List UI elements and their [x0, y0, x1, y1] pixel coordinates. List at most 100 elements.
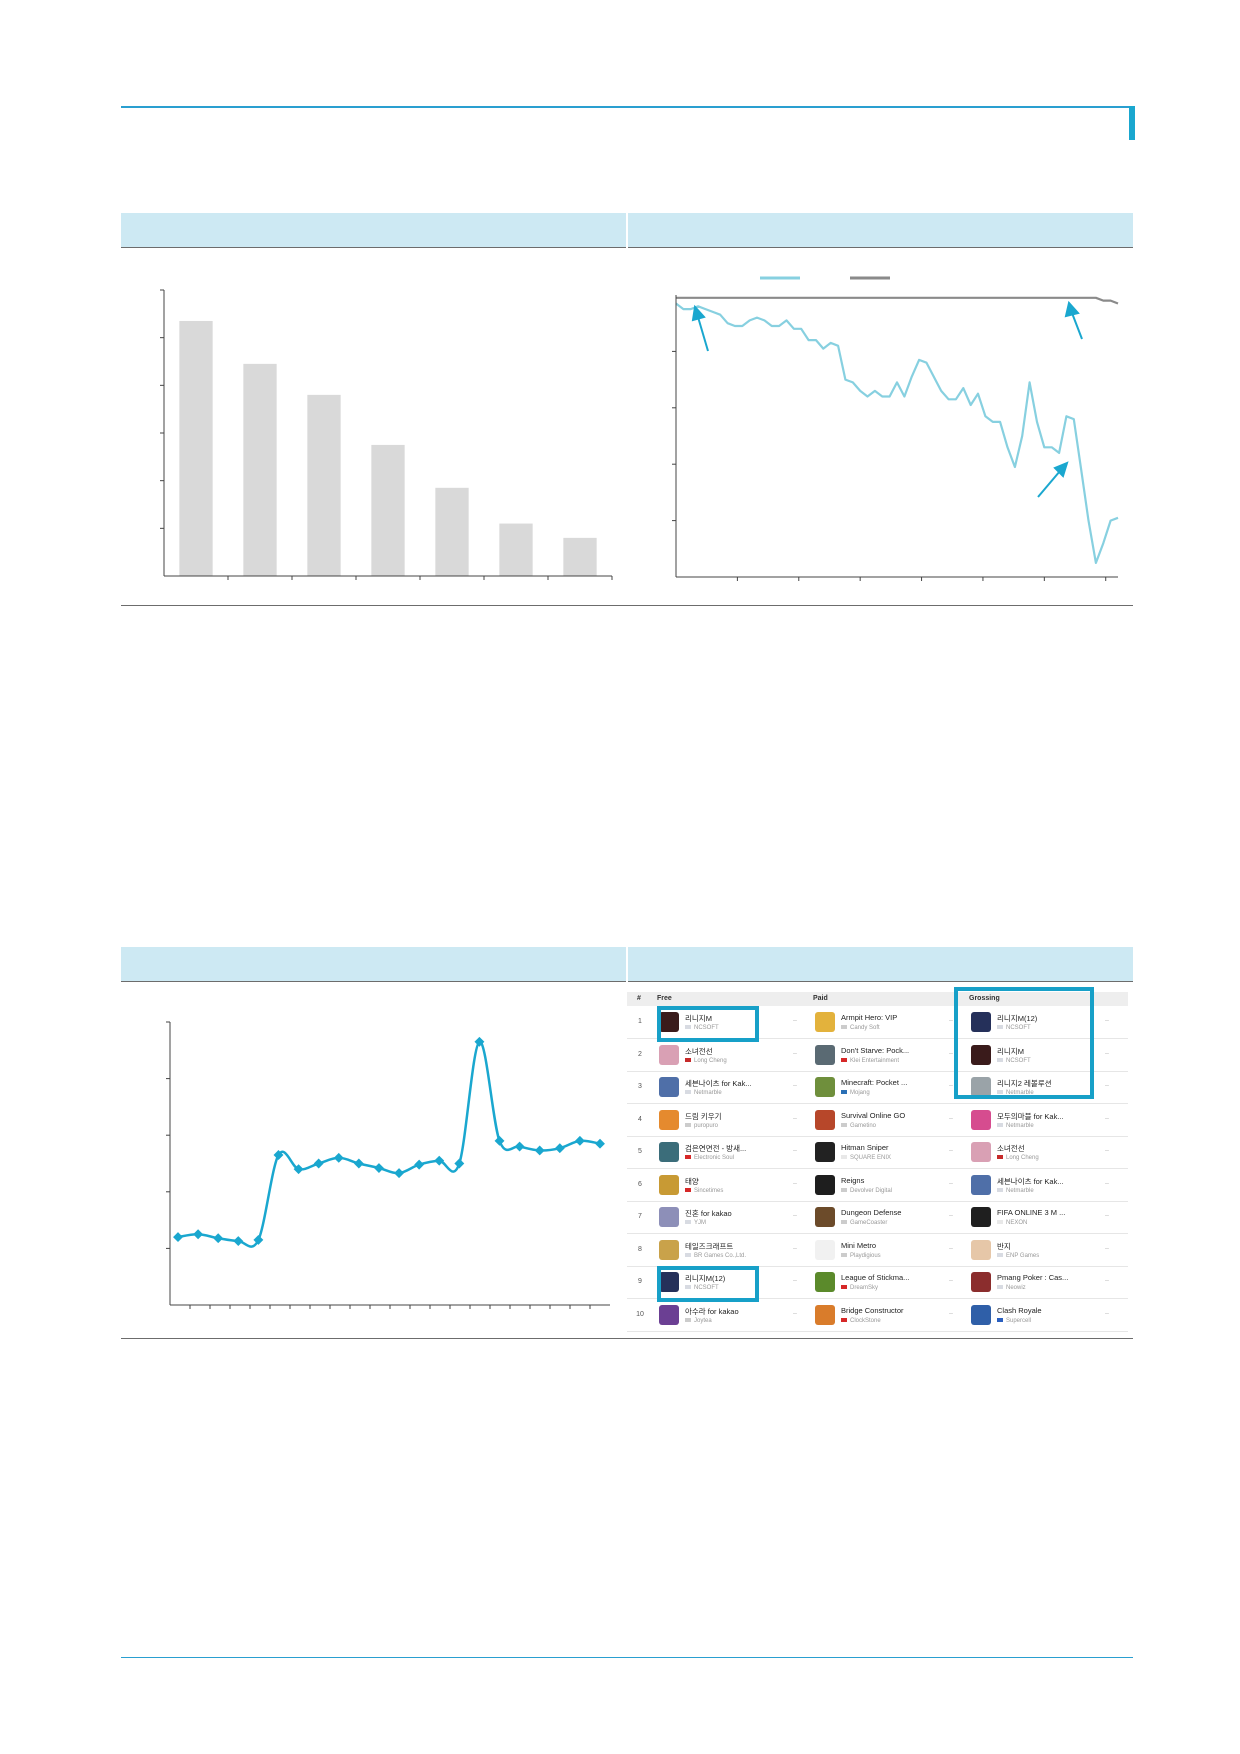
app-icon[interactable] [971, 1272, 991, 1292]
app-icon[interactable] [971, 1304, 991, 1325]
app-icon[interactable] [815, 1272, 835, 1292]
app-entry-grossing[interactable]: 리니지2 레볼루션 Netmarble – [967, 1071, 1123, 1103]
app-entry-grossing[interactable]: 소녀전선 Long Cheng – [967, 1136, 1123, 1168]
app-name[interactable]: 태양 [685, 1176, 699, 1186]
app-icon[interactable] [659, 1207, 679, 1227]
app-name[interactable]: Survival Online GO [841, 1110, 906, 1120]
app-icon[interactable] [971, 1077, 991, 1097]
app-name[interactable]: 모두의마블 for Kak... [997, 1111, 1064, 1121]
app-icon[interactable] [659, 1142, 679, 1162]
rank-number: 4 [638, 1115, 642, 1123]
app-icon[interactable] [971, 1012, 991, 1032]
app-entry-free[interactable]: 세븐나이츠 for Kak... Netmarble – [655, 1071, 811, 1103]
app-icon[interactable] [971, 1239, 991, 1260]
app-name[interactable]: Reigns [841, 1175, 865, 1185]
app-name[interactable]: 리니지M(12) [997, 1014, 1038, 1023]
app-icon[interactable] [971, 1109, 991, 1130]
app-entry-paid[interactable]: Minecraft: Pocket ... Mojang – [811, 1071, 967, 1103]
app-icon[interactable] [659, 1077, 679, 1097]
app-icon[interactable] [815, 1207, 835, 1227]
app-icon[interactable] [815, 1044, 835, 1065]
app-name[interactable]: 진혼 for kakao [685, 1209, 732, 1218]
app-entry-grossing[interactable]: 리니지M NCSOFT – [967, 1039, 1123, 1071]
app-entry-grossing[interactable]: Pmang Poker : Cas... Neowiz – [967, 1266, 1123, 1298]
app-icon[interactable] [659, 1109, 679, 1130]
app-name[interactable]: 소녀전선 [997, 1144, 1025, 1153]
app-icon[interactable] [815, 1012, 835, 1032]
app-entry-paid[interactable]: Reigns Devolver Digital – [811, 1169, 967, 1201]
rank-change-indicator: – [1105, 1309, 1109, 1317]
app-entry-grossing[interactable]: Clash Royale Supercell – [967, 1299, 1123, 1331]
app-entry-paid[interactable]: Don't Starve: Pock... Klei Entertainment – [811, 1039, 967, 1071]
app-name[interactable]: Dungeon Defense [841, 1208, 902, 1217]
app-icon[interactable] [659, 1012, 679, 1032]
app-name[interactable]: 드림 키우기 [685, 1111, 722, 1121]
app-entry-paid[interactable]: Hitman Sniper SQUARE ENIX – [811, 1136, 967, 1168]
app-name[interactable]: Clash Royale [997, 1305, 1042, 1315]
app-name[interactable]: 세븐나이츠 for Kak... [997, 1176, 1064, 1186]
rank-change-indicator: – [793, 1082, 797, 1089]
app-icon[interactable] [815, 1174, 835, 1195]
app-icon[interactable] [659, 1272, 679, 1292]
app-icon[interactable] [659, 1304, 679, 1325]
app-name[interactable]: Armpit Hero: VIP [841, 1013, 898, 1022]
app-name[interactable]: Mini Metro [841, 1240, 877, 1250]
app-icon[interactable] [971, 1044, 991, 1065]
app-name[interactable]: Don't Starve: Pock... [841, 1045, 910, 1055]
app-name[interactable]: 테일즈크래프트 [685, 1241, 734, 1251]
app-icon[interactable] [815, 1304, 835, 1325]
app-entry-paid[interactable]: Bridge Constructor ClockStone – [811, 1299, 967, 1331]
app-entry-free[interactable]: 진혼 for kakao YJM – [655, 1201, 811, 1233]
app-entry-paid[interactable]: Mini Metro Playdigious – [811, 1234, 967, 1266]
app-entry-free[interactable]: 리니지M NCSOFT – [655, 1006, 811, 1038]
app-entry-free[interactable]: 테일즈크래프트 BR Games Co.,Ltd. – [655, 1234, 811, 1266]
app-entry-free[interactable]: 드림 키우기 puropuro – [655, 1104, 811, 1136]
app-entry-paid[interactable]: League of Stickma... DreamSky – [811, 1266, 967, 1298]
app-entry-grossing[interactable]: 모두의마블 for Kak... Netmarble – [967, 1104, 1123, 1136]
app-name[interactable]: Bridge Constructor [841, 1305, 904, 1315]
app-name[interactable]: Minecraft: Pocket ... [841, 1078, 908, 1087]
app-entry-paid[interactable]: Dungeon Defense GameCoaster – [811, 1201, 967, 1233]
app-entry-paid[interactable]: Survival Online GO Gametino – [811, 1104, 967, 1136]
app-entry-paid[interactable]: Armpit Hero: VIP Candy Soft – [811, 1006, 967, 1038]
app-name[interactable]: League of Stickma... [841, 1273, 910, 1282]
panel-divider-top [626, 213, 628, 606]
app-entry-free[interactable]: 태양 Sincetimes – [655, 1169, 811, 1201]
app-entry-grossing[interactable]: 세븐나이츠 for Kak... Netmarble – [967, 1169, 1123, 1201]
app-name[interactable]: 소녀전선 [685, 1046, 713, 1056]
app-name[interactable]: FIFA ONLINE 3 M ... [997, 1208, 1066, 1217]
app-name[interactable]: 아수라 for kakao [685, 1306, 739, 1316]
app-developer: NCSOFT [685, 1285, 719, 1291]
app-name[interactable]: 리니지2 레볼루션 [997, 1079, 1052, 1088]
app-icon[interactable] [815, 1109, 835, 1130]
app-entry-free[interactable]: 검은연면전 - 방새... Electronic Soul – [655, 1136, 811, 1168]
app-entry-grossing[interactable]: FIFA ONLINE 3 M ... NEXON – [967, 1201, 1123, 1233]
app-name[interactable]: 세븐나이츠 for Kak... [685, 1079, 752, 1088]
app-icon[interactable] [971, 1142, 991, 1162]
app-name[interactable]: Hitman Sniper [841, 1143, 889, 1152]
app-icon[interactable] [971, 1207, 991, 1227]
app-name[interactable]: 반지 [997, 1241, 1011, 1251]
app-entry-free[interactable]: 소녀전선 Long Cheng – [655, 1039, 811, 1071]
app-icon[interactable] [815, 1239, 835, 1260]
app-developer: Netmarble [997, 1188, 1034, 1194]
app-name[interactable]: 검은연면전 - 방새... [685, 1144, 747, 1153]
app-icon[interactable] [815, 1077, 835, 1097]
app-name[interactable]: 리니지M [685, 1014, 712, 1023]
app-entry-free[interactable]: 리니지M(12) NCSOFT – [655, 1266, 811, 1298]
rank-change-indicator: – [949, 1277, 953, 1284]
app-name[interactable]: 리니지M [997, 1046, 1024, 1056]
app-icon[interactable] [971, 1174, 991, 1195]
app-icon[interactable] [659, 1044, 679, 1065]
app-developer: Neowiz [997, 1285, 1026, 1291]
app-entry-grossing[interactable]: 반지 ENP Games – [967, 1234, 1123, 1266]
table-row: 10 아수라 for kakao Joytea – Bridge Constructor… [627, 1299, 1128, 1332]
app-icon[interactable] [659, 1239, 679, 1260]
app-icon[interactable] [815, 1142, 835, 1162]
app-entry-grossing[interactable]: 리니지M(12) NCSOFT – [967, 1006, 1123, 1038]
app-name[interactable]: 리니지M(12) [685, 1274, 726, 1283]
data-point-21 [574, 1135, 585, 1146]
app-name[interactable]: Pmang Poker : Cas... [997, 1273, 1069, 1282]
app-icon[interactable] [659, 1174, 679, 1195]
app-entry-free[interactable]: 아수라 for kakao Joytea – [655, 1299, 811, 1331]
